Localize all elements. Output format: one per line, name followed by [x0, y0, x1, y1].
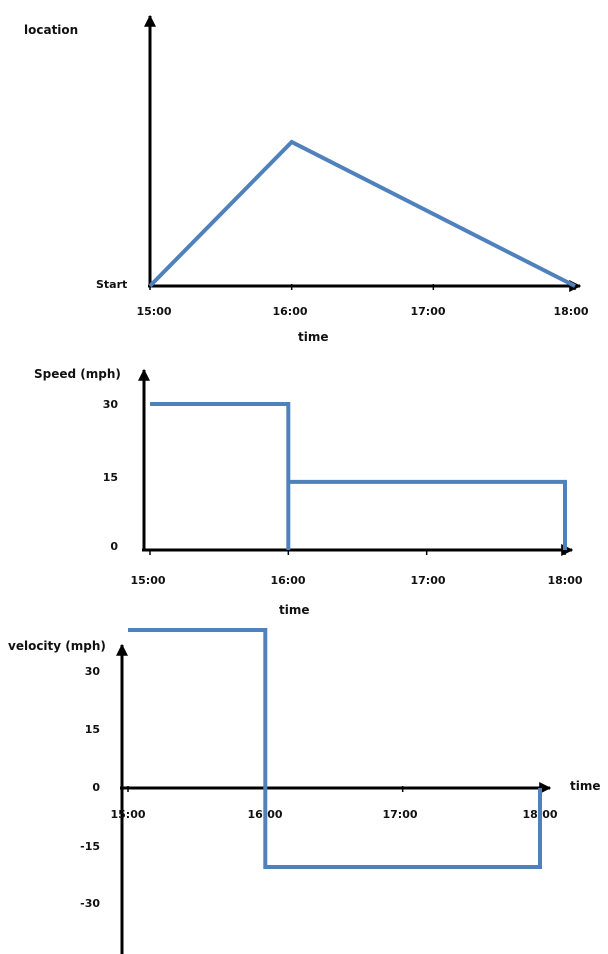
speed-chart: Speed (mph) 0 15 30 15:00 16:00 17:00 18:00 t…	[34, 367, 583, 617]
velocity-x-tick-label: 15:00	[110, 808, 145, 821]
velocity-y-tick-label: 30	[85, 665, 101, 678]
speed-x-tick-label: 17:00	[410, 574, 445, 587]
location-y-tick-label: Start	[96, 278, 127, 291]
velocity-series-line	[128, 628, 542, 869]
speed-y-tick-label: 0	[110, 540, 118, 553]
location-x-tick-label: 17:00	[410, 305, 445, 318]
location-series-line	[148, 139, 576, 288]
speed-y-tick-label: 30	[103, 398, 119, 411]
location-y-axis-title: location	[24, 23, 78, 37]
velocity-y-axis-title: velocity (mph)	[8, 639, 106, 653]
speed-y-axis-title: Speed (mph)	[34, 367, 121, 381]
speed-series-line	[150, 402, 567, 550]
location-x-tick-label: 15:00	[136, 305, 171, 318]
speed-x-tick-label: 15:00	[130, 574, 165, 587]
speed-x-tick-label: 18:00	[547, 574, 582, 587]
velocity-y-tick-label: -30	[80, 897, 100, 910]
velocity-y-tick-label: -15	[80, 840, 100, 853]
speed-x-tick-label: 16:00	[270, 574, 305, 587]
location-chart: location Start 15:00 16:00 17:00 18:00 time	[24, 14, 589, 344]
velocity-x-tick-label: 17:00	[382, 808, 417, 821]
velocity-x-axis-title: time	[570, 779, 601, 793]
speed-x-axis-title: time	[279, 603, 310, 617]
velocity-y-tick-label: 15	[85, 723, 100, 736]
location-x-axis-title: time	[298, 330, 329, 344]
location-x-tick-label: 16:00	[272, 305, 307, 318]
velocity-y-tick-label: 0	[92, 781, 100, 794]
speed-y-tick-label: 15	[103, 471, 118, 484]
location-x-tick-label: 18:00	[553, 305, 588, 318]
